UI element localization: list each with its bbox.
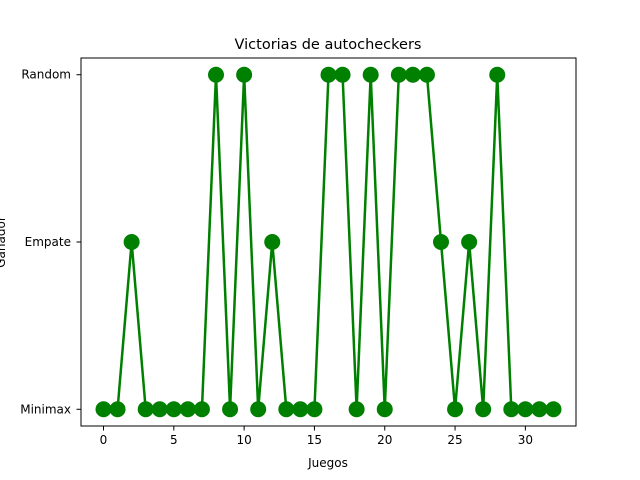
data-point (208, 66, 224, 83)
data-point (489, 66, 506, 83)
data-point (348, 401, 365, 418)
data-point (264, 234, 281, 250)
data-point (151, 401, 168, 418)
data-point (95, 401, 112, 418)
x-tick-label: 20 (377, 433, 392, 447)
data-point (278, 401, 295, 418)
data-point (517, 401, 534, 418)
y-axis: Minimax Empate Random (20, 68, 81, 416)
chart-title: Victorias de autocheckers (235, 37, 422, 53)
data-point (433, 234, 449, 250)
series-line (103, 73, 554, 411)
data-point (320, 66, 337, 83)
data-point (123, 234, 140, 250)
data-point (165, 401, 182, 418)
data-point (250, 401, 267, 418)
x-tick-label: 5 (170, 433, 178, 447)
x-axis: 0 5 10 15 20 25 30 (100, 426, 533, 447)
x-tick-label: 0 (100, 433, 108, 447)
x-axis-label: Juegos (307, 456, 348, 470)
data-point (334, 66, 351, 83)
data-point (362, 66, 379, 83)
data-point (179, 401, 196, 418)
data-point (193, 401, 210, 418)
data-point (292, 401, 309, 418)
data-point (109, 401, 126, 418)
data-point (222, 401, 239, 418)
data-point (503, 401, 520, 418)
data-point (137, 401, 154, 418)
data-point (418, 66, 435, 83)
data-point (306, 401, 323, 418)
data-point (404, 66, 421, 83)
data-point (475, 401, 492, 418)
y-tick-label: Empate (25, 235, 71, 249)
data-point (376, 401, 393, 418)
axes-frame (80, 57, 577, 427)
data-point (447, 401, 464, 418)
data-point (390, 66, 407, 83)
x-tick-label: 15 (307, 433, 322, 447)
plot-area (95, 66, 562, 418)
x-tick-label: 25 (447, 433, 462, 447)
y-tick-label: Random (21, 68, 71, 82)
y-tick-label: Minimax (20, 402, 71, 416)
x-tick-label: 30 (518, 433, 533, 447)
data-point (531, 401, 548, 418)
data-point (545, 401, 562, 418)
data-point (461, 234, 478, 250)
x-tick-label: 10 (236, 433, 251, 447)
y-axis-label: Ganador (0, 216, 8, 268)
data-point (236, 66, 253, 83)
